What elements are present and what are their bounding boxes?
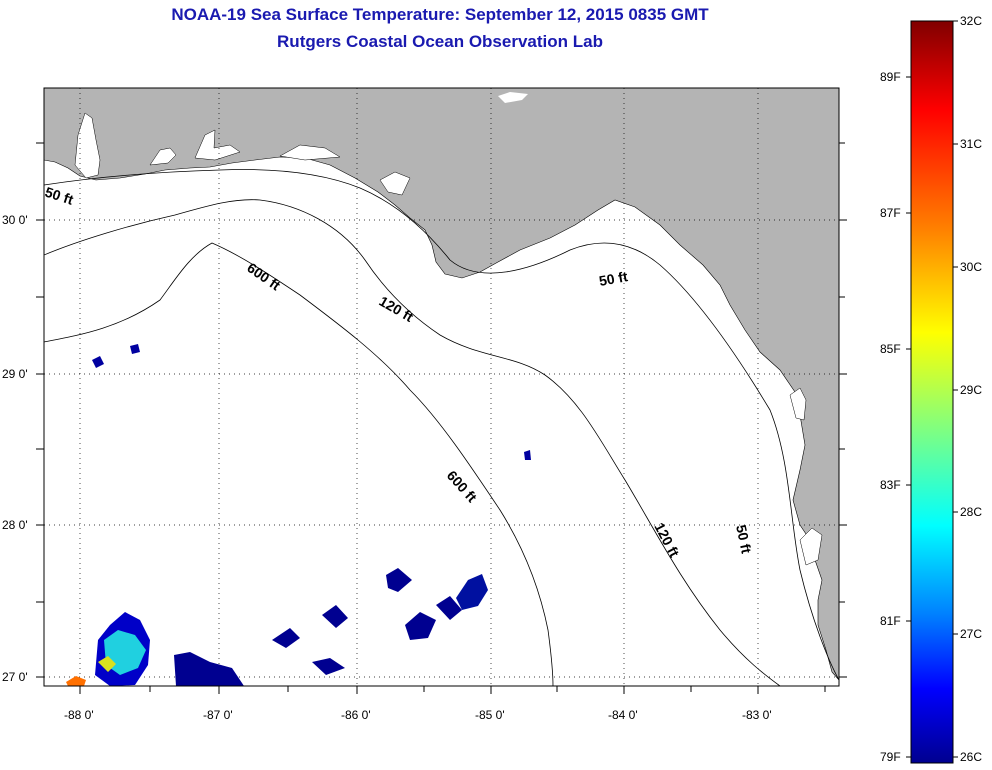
colorbar-celsius-29: 29C — [960, 383, 982, 397]
sst-patch-north-1 — [92, 356, 104, 368]
lon-label-87: -87 0' — [203, 708, 233, 722]
sst-patch-south-4 — [322, 605, 348, 628]
pensacola-bay — [149, 147, 177, 166]
charlotte-harbor — [799, 527, 823, 566]
colorbar-fahrenheit-89: 89F — [880, 70, 901, 84]
mobile-bay — [74, 112, 101, 179]
colorbar-fahrenheit-81: 81F — [880, 614, 901, 628]
sst-patch-orange — [66, 676, 86, 686]
colorbar-celsius-28: 28C — [960, 505, 982, 519]
sst-patch-south-8 — [456, 574, 488, 610]
coastal-lagoon — [279, 144, 341, 161]
contour-label-50ft-east: 50 ft — [598, 268, 629, 289]
colorbar-fahrenheit-87: 87F — [880, 206, 901, 220]
sst-patch-south-3 — [312, 658, 345, 675]
tampa-bay — [789, 387, 807, 421]
lat-label-27: 27 0' — [2, 670, 28, 684]
sst-patch-south-6 — [405, 612, 436, 640]
lon-label-88: -88 0' — [64, 708, 94, 722]
sst-patch-south-1 — [174, 652, 244, 686]
colorbar-fahrenheit-79: 79F — [880, 750, 901, 764]
colorbar-celsius-27: 27C — [960, 627, 982, 641]
map-frame — [43, 87, 840, 687]
inland-lake — [498, 92, 528, 103]
lon-label-85: -85 0' — [475, 708, 505, 722]
contour-label-50ft-south: 50 ft — [733, 523, 755, 555]
sst-patch-south-2 — [272, 628, 300, 648]
contour-600ft — [44, 242, 554, 686]
lon-label-84: -84 0' — [608, 708, 638, 722]
sst-patch-yellow — [98, 656, 116, 672]
contour-120ft — [44, 199, 781, 686]
colorbar-celsius-30: 30C — [960, 260, 982, 274]
colorbar — [910, 20, 954, 764]
colorbar-fahrenheit-85: 85F — [880, 342, 901, 356]
apalachicola-bay — [379, 171, 411, 196]
lat-label-30: 30 0' — [2, 213, 28, 227]
colorbar-celsius-31: 31C — [960, 137, 982, 151]
lat-label-28: 28 0' — [2, 518, 28, 532]
map-title: NOAA-19 Sea Surface Temperature: Septemb… — [171, 5, 709, 24]
contour-50ft — [44, 169, 839, 681]
sst-patch-mid — [524, 450, 531, 460]
colorbar-fahrenheit-83: 83F — [880, 478, 901, 492]
lat-label-29: 29 0' — [2, 367, 28, 381]
sst-patch-south-5 — [386, 568, 412, 592]
sst-patch-south-7 — [436, 596, 462, 620]
sst-data-patches — [66, 344, 531, 686]
colorbar-celsius-26: 26C — [960, 750, 982, 764]
sst-patch-north-2 — [130, 344, 140, 354]
lon-label-86: -86 0' — [341, 708, 371, 722]
colorbar-celsius-32: 32C — [960, 14, 982, 28]
lon-label-83: -83 0' — [742, 708, 772, 722]
map-subtitle: Rutgers Coastal Ocean Observation Lab — [277, 32, 603, 51]
